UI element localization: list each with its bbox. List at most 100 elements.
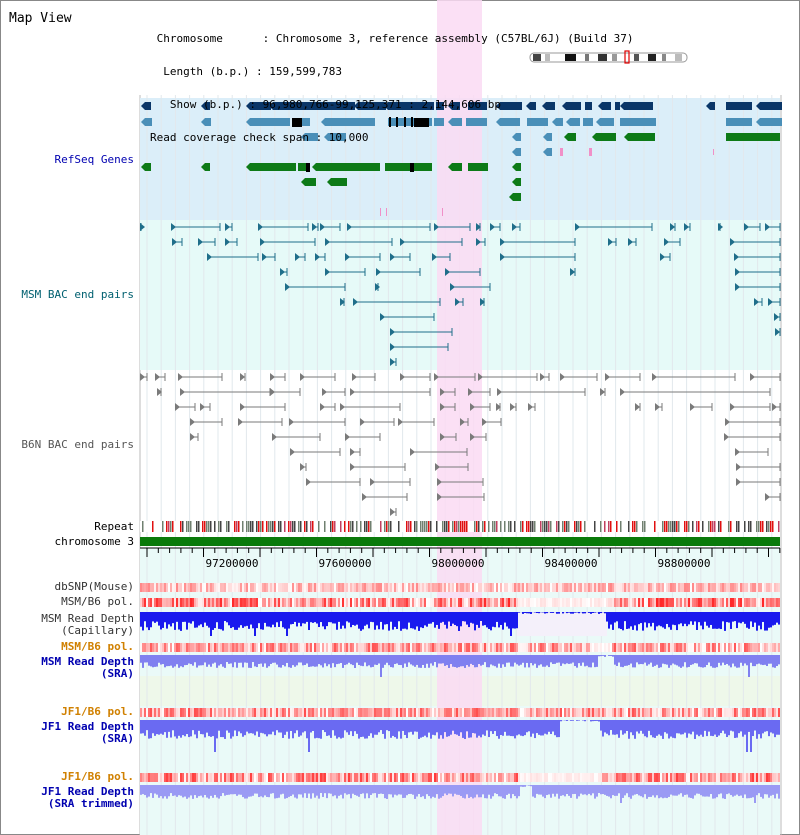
- jf1-pol-trimmed-bin: [392, 773, 394, 782]
- jf1-depth-sra-bar: [572, 720, 574, 721]
- jf1-pol-sra-bin: [638, 708, 640, 717]
- msm-depth-capillary-bar: [156, 612, 158, 622]
- repeat-element: [766, 521, 768, 532]
- msm-pol-sra-bin: [512, 643, 514, 652]
- jf1-depth-trimmed-bar: [148, 785, 150, 797]
- msm-pol-capillary-bin: [414, 598, 416, 607]
- gene-block: [600, 118, 614, 126]
- jf1-depth-sra-bar: [696, 720, 698, 735]
- jf1-depth-trimmed-bar: [418, 785, 420, 795]
- msm-pol-capillary-bin: [248, 598, 250, 607]
- msm-depth-sra-bar: [734, 655, 736, 667]
- track-label-b6n-bac[interactable]: B6N BAC end pairs: [21, 438, 134, 451]
- msm-pol-capillary-bin: [694, 598, 696, 607]
- jf1-depth-trimmed-bar: [156, 785, 158, 795]
- msm-depth-sra-bar: [406, 655, 408, 667]
- track-label-msm-bac[interactable]: MSM BAC end pairs: [21, 288, 134, 301]
- gene-block: [620, 118, 656, 126]
- msm-depth-capillary-bar: [310, 612, 312, 623]
- track-label-chromosome[interactable]: chromosome 3: [54, 535, 134, 548]
- msm-depth-sra-bar: [622, 655, 624, 668]
- track-label-dbsnp[interactable]: dbSNP(Mouse): [54, 580, 134, 593]
- msm-pol-capillary-bin: [544, 598, 546, 607]
- track-label-msm-depth-sra[interactable]: MSM Read Depth: [41, 655, 134, 668]
- dbsnp-bin: [550, 583, 552, 592]
- msm-pol-sra-bin: [620, 643, 622, 652]
- track-label-jf1-depth-trimmed[interactable]: JF1 Read Depth: [41, 785, 134, 798]
- jf1-depth-trimmed-bar: [468, 785, 470, 798]
- dbsnp-bin: [312, 583, 314, 592]
- jf1-depth-trimmed-bar: [584, 785, 586, 795]
- dbsnp-bin: [658, 583, 660, 592]
- jf1-depth-sra-bar: [738, 720, 740, 734]
- repeat-element: [688, 521, 690, 532]
- msm-depth-capillary-bar: [322, 612, 324, 627]
- msm-depth-sra-bar: [212, 655, 214, 664]
- dbsnp-bin: [574, 583, 576, 592]
- jf1-depth-trimmed-bar: [502, 785, 504, 799]
- repeat-element: [600, 521, 602, 532]
- track-label-jf1-pol-trimmed[interactable]: JF1/B6 pol.: [61, 770, 134, 783]
- jf1-depth-trimmed-bar: [284, 785, 286, 799]
- msm-depth-sra-bar: [142, 655, 144, 668]
- dbsnp-bin: [266, 583, 268, 592]
- msm-pol-capillary-bin: [668, 598, 670, 607]
- repeat-element: [644, 521, 646, 532]
- jf1-pol-trimmed-bin: [640, 773, 642, 782]
- msm-pol-capillary-bin: [420, 598, 422, 607]
- track-label-jf1-pol-sra[interactable]: JF1/B6 pol.: [61, 705, 134, 718]
- jf1-pol-sra-bin: [404, 708, 406, 717]
- msm-pol-sra-bin: [374, 643, 376, 652]
- track-label-msm-depth-capillary[interactable]: MSM Read Depth: [41, 612, 134, 625]
- gene-arrow: [562, 102, 566, 110]
- msm-pol-sra-bin: [438, 643, 440, 652]
- jf1-depth-sra-bar: [732, 720, 734, 732]
- jf1-depth-trimmed-bar: [512, 785, 514, 795]
- jf1-pol-trimmed-bin: [596, 773, 598, 782]
- jf1-pol-trimmed-bin: [414, 773, 416, 782]
- jf1-depth-sra-bar: [758, 720, 760, 735]
- jf1-depth-sra-bar: [714, 720, 716, 735]
- bac-end-marker: [340, 298, 345, 306]
- msm-pol-capillary-bin: [712, 598, 714, 607]
- msm-depth-sra-bar: [256, 655, 258, 668]
- jf1-depth-sra-bar: [242, 720, 244, 737]
- track-label-msm-pol-sra[interactable]: MSM/B6 pol.: [61, 640, 134, 653]
- msm-pol-capillary-bin: [226, 598, 228, 607]
- jf1-pol-sra-bin: [254, 708, 256, 717]
- dbsnp-bin: [280, 583, 282, 592]
- msm-pol-capillary-bin: [646, 598, 648, 607]
- track-label-msm-pol-capillary[interactable]: MSM/B6 pol.: [61, 595, 134, 608]
- msm-depth-capillary-bar: [460, 612, 462, 627]
- ideogram-band: [648, 54, 656, 61]
- dbsnp-bin: [238, 583, 240, 592]
- bac-end-marker: [730, 238, 735, 246]
- jf1-depth-trimmed-bar: [174, 785, 176, 796]
- jf1-depth-trimmed-bar: [606, 785, 608, 796]
- jf1-pol-sra-bin: [460, 708, 462, 717]
- dbsnp-bin: [460, 583, 462, 592]
- msm-depth-sra-bar: [290, 655, 292, 668]
- track-label-refseq[interactable]: RefSeq Genes: [54, 153, 134, 166]
- track-label-jf1-depth-sra[interactable]: JF1 Read Depth: [41, 720, 134, 733]
- jf1-depth-sra-bar: [204, 720, 206, 738]
- msm-depth-capillary-bar: [438, 612, 440, 629]
- msm-depth-capillary-bar: [284, 612, 286, 629]
- repeat-element: [256, 521, 258, 532]
- repeat-element: [456, 521, 458, 532]
- jf1-depth-trimmed-bar: [568, 785, 570, 796]
- jf1-pol-trimmed-bin: [294, 773, 296, 782]
- jf1-depth-trimmed-bar: [556, 785, 558, 794]
- jf1-depth-trimmed-bar: [288, 785, 290, 797]
- jf1-depth-trimmed-bar: [478, 785, 480, 798]
- msm-pol-sra-bin: [304, 643, 306, 652]
- msm-depth-sra-bar: [480, 655, 482, 666]
- jf1-depth-trimmed-bar: [696, 785, 698, 794]
- dbsnp-bin: [364, 583, 366, 592]
- msm-depth-capillary-bar: [686, 612, 688, 627]
- track-label-repeat[interactable]: Repeat: [94, 520, 134, 533]
- jf1-depth-trimmed-bar: [388, 785, 390, 795]
- jf1-depth-trimmed-bar: [692, 785, 694, 799]
- msm-depth-sra-bar: [768, 655, 770, 664]
